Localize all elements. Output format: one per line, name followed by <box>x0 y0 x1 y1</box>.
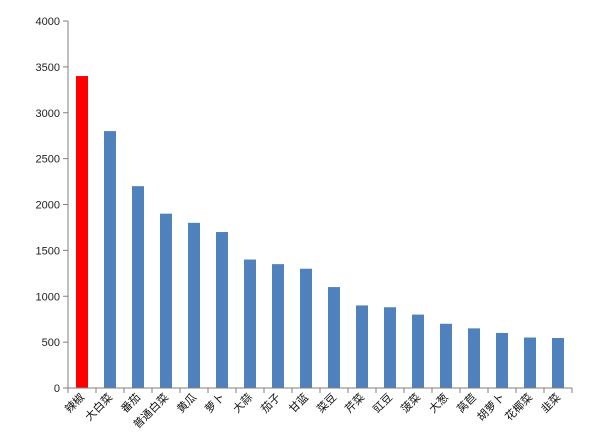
y-tick-label: 1000 <box>36 291 60 303</box>
y-axis: 0 500 1000 1500 2000 2500 3000 3500 4000 <box>36 16 69 395</box>
bar <box>552 337 564 388</box>
x-tick-label: 菠菜 <box>398 391 423 416</box>
x-axis: 辣椒大白菜 番茄普通白菜 黄瓜 萝卜 大蒜 茄子 甘蓝 菜豆 芹菜 豇豆 菠菜 大葱 莴苣胡萝卜花椰菜韭… <box>62 387 573 431</box>
bar <box>356 305 368 388</box>
y-tick-label: 3500 <box>36 62 60 74</box>
x-tick-label: 胡萝卜 <box>474 390 507 423</box>
x-tick-label: 辣椒 <box>62 390 87 415</box>
x-tick-label: 韭菜 <box>538 391 563 416</box>
x-tick-label: 甘蓝 <box>286 391 311 416</box>
y-tick-label: 2000 <box>36 200 60 212</box>
x-tick-label: 大蒜 <box>230 390 255 415</box>
bar <box>76 76 88 389</box>
x-tick-label: 芹菜 <box>342 391 367 416</box>
x-tick-label: 黄瓜 <box>174 390 199 415</box>
bar <box>412 314 424 388</box>
x-tick-label: 菜豆 <box>314 391 339 416</box>
bar <box>328 287 340 388</box>
bar <box>496 332 508 388</box>
x-tick-label: 番茄 <box>118 390 143 415</box>
x-tick-label: 茄子 <box>258 390 283 415</box>
bar <box>468 328 480 388</box>
bar <box>272 264 284 388</box>
bar <box>132 186 144 388</box>
bar <box>384 307 396 388</box>
x-tick-label: 大白菜 <box>82 390 115 423</box>
y-tick-label: 3000 <box>36 108 60 120</box>
y-tick-label: 4000 <box>36 16 60 28</box>
x-tick-label: 花椰菜 <box>502 390 535 423</box>
bar <box>524 337 536 388</box>
bars <box>76 76 564 389</box>
y-tick-label: 1500 <box>36 245 60 257</box>
x-tick-label: 莴苣 <box>454 391 479 416</box>
bar <box>300 268 312 388</box>
bar <box>216 232 228 388</box>
bar <box>104 131 116 388</box>
bar <box>160 213 172 388</box>
bar <box>244 259 256 388</box>
y-tick-label: 500 <box>42 337 60 349</box>
x-tick-label: 豇豆 <box>370 391 395 416</box>
y-tick-label: 0 <box>54 383 60 395</box>
x-tick-label: 萝卜 <box>202 391 227 416</box>
y-tick-label: 2500 <box>36 154 60 166</box>
bar <box>188 222 200 388</box>
x-tick-label: 大葱 <box>426 390 451 415</box>
bar <box>440 323 452 388</box>
